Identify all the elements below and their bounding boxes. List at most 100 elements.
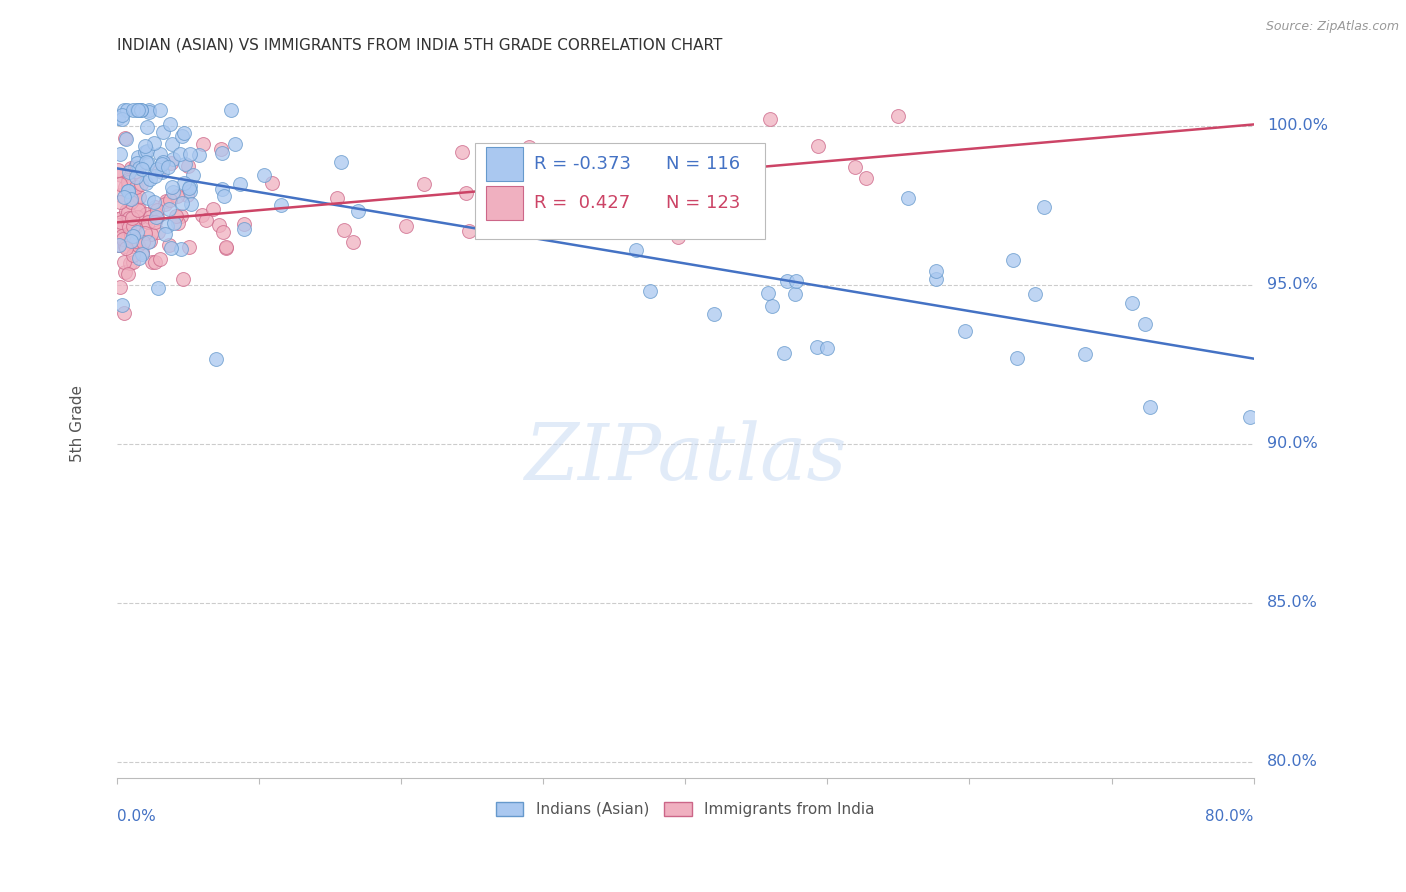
Point xyxy=(111,108,134,122)
Point xyxy=(143,195,166,210)
Point xyxy=(112,190,135,204)
Point xyxy=(117,175,139,189)
Point xyxy=(139,227,162,242)
Point xyxy=(458,224,481,238)
Point xyxy=(205,352,228,367)
Point xyxy=(122,254,145,268)
Point xyxy=(117,205,139,219)
Point xyxy=(181,168,204,182)
Point xyxy=(179,146,201,161)
Point xyxy=(759,112,782,126)
Point xyxy=(112,232,135,246)
Point xyxy=(107,237,129,252)
Point xyxy=(162,185,184,199)
Point xyxy=(953,324,976,338)
Point xyxy=(127,225,149,239)
Point xyxy=(136,120,159,134)
Point xyxy=(332,223,354,237)
Point xyxy=(686,180,709,194)
Point xyxy=(134,139,156,153)
Point xyxy=(756,286,779,301)
Point xyxy=(120,255,142,269)
FancyBboxPatch shape xyxy=(486,186,523,220)
Point xyxy=(118,164,141,178)
Point xyxy=(108,238,131,252)
Point xyxy=(129,103,152,117)
FancyBboxPatch shape xyxy=(475,144,765,239)
Point xyxy=(260,177,283,191)
Point xyxy=(1133,317,1156,331)
Point xyxy=(125,169,148,184)
Point xyxy=(177,240,200,254)
Point xyxy=(1005,351,1028,366)
Point xyxy=(531,161,554,176)
Point xyxy=(143,136,166,150)
Point xyxy=(149,252,172,267)
Point xyxy=(124,161,146,175)
Point xyxy=(135,155,157,169)
Point xyxy=(107,162,129,177)
Point xyxy=(136,215,159,229)
Point xyxy=(111,298,134,312)
Point xyxy=(169,243,191,257)
Point xyxy=(114,264,136,278)
Point xyxy=(117,232,139,246)
Point xyxy=(120,227,142,241)
Point xyxy=(110,215,132,229)
Text: Source: ZipAtlas.com: Source: ZipAtlas.com xyxy=(1265,20,1399,33)
Point xyxy=(118,211,141,225)
Point xyxy=(162,136,184,151)
Point xyxy=(1139,400,1161,414)
Point xyxy=(607,216,630,230)
Point xyxy=(165,209,187,223)
Point xyxy=(146,225,169,239)
Point xyxy=(125,234,148,248)
Point xyxy=(785,274,807,288)
Point xyxy=(117,184,139,198)
Point xyxy=(128,161,150,175)
Point xyxy=(110,168,132,182)
Point xyxy=(129,177,152,191)
Point xyxy=(110,194,132,209)
Point xyxy=(1024,287,1046,301)
Point xyxy=(121,211,143,226)
Point xyxy=(211,145,233,160)
Text: 0.0%: 0.0% xyxy=(117,809,156,824)
Point xyxy=(179,184,201,198)
Point xyxy=(131,161,153,176)
Point xyxy=(232,217,254,231)
Point xyxy=(107,218,129,232)
Point xyxy=(194,212,217,227)
Point xyxy=(110,147,132,161)
Point xyxy=(1121,296,1143,310)
Point xyxy=(132,235,155,249)
Point xyxy=(122,186,145,201)
Point xyxy=(172,128,194,143)
Point xyxy=(413,177,436,191)
Point xyxy=(127,103,149,117)
Point xyxy=(395,219,418,234)
Point xyxy=(177,181,200,195)
Point xyxy=(177,159,200,173)
Point xyxy=(122,229,145,244)
Point xyxy=(157,202,180,216)
Point xyxy=(212,225,235,239)
Point xyxy=(815,342,838,356)
Point xyxy=(152,154,174,169)
Point xyxy=(924,272,946,286)
Point xyxy=(150,165,173,179)
Point xyxy=(108,177,131,191)
Point xyxy=(121,248,143,262)
Point xyxy=(124,163,146,178)
Point xyxy=(117,268,139,282)
Point xyxy=(191,137,214,152)
Point xyxy=(807,139,830,153)
Point xyxy=(117,184,139,198)
Point xyxy=(454,186,477,200)
Point xyxy=(128,190,150,204)
Point xyxy=(159,117,181,131)
Point xyxy=(143,200,166,214)
Point xyxy=(776,274,799,288)
Point xyxy=(772,346,794,360)
Point xyxy=(925,264,948,278)
